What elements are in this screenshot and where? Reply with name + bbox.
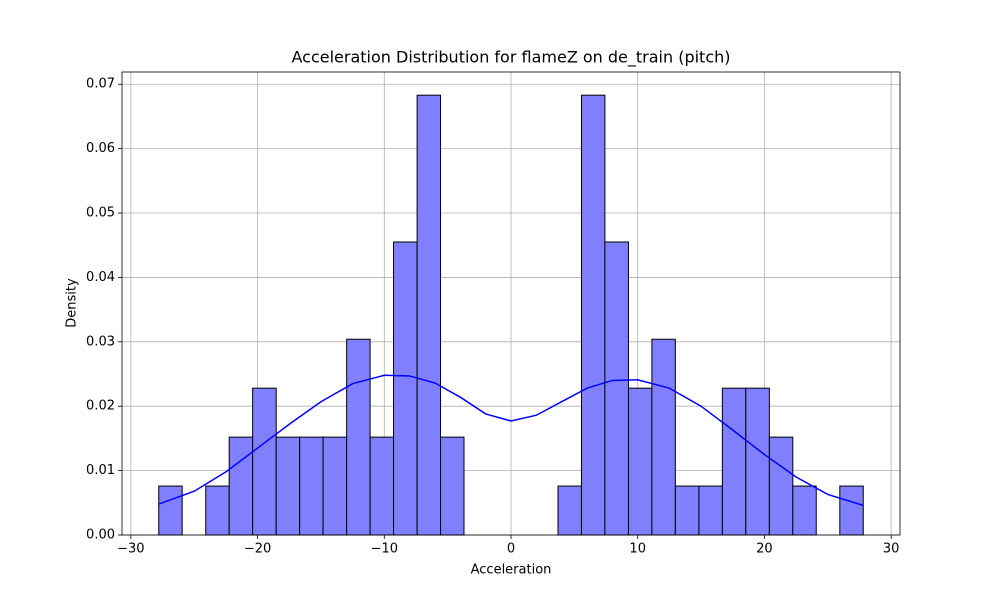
histogram-bar bbox=[745, 387, 770, 536]
x-tick-label: 0 bbox=[507, 542, 515, 557]
y-tick-label: 0.07 bbox=[86, 77, 115, 92]
histogram-bar bbox=[416, 94, 442, 536]
y-tick-label: 0.04 bbox=[86, 270, 115, 285]
y-axis-label: Density bbox=[65, 278, 80, 328]
y-tick-label: 0.00 bbox=[86, 528, 115, 543]
histogram-bar bbox=[299, 436, 324, 536]
x-tick-label: 30 bbox=[883, 542, 900, 557]
histogram-bar bbox=[627, 387, 653, 536]
y-tick-label: 0.03 bbox=[86, 334, 115, 349]
y-tick-label: 0.02 bbox=[86, 399, 115, 414]
y-tick-label: 0.01 bbox=[86, 463, 115, 478]
histogram-bar bbox=[158, 485, 183, 536]
histogram-bar bbox=[393, 241, 418, 536]
y-tick-label: 0.05 bbox=[86, 206, 115, 221]
histogram-bar bbox=[674, 485, 700, 536]
plot-frame bbox=[121, 71, 901, 536]
chart-title: Acceleration Distribution for flameZ on … bbox=[291, 48, 730, 68]
histogram-bar bbox=[275, 436, 301, 536]
histogram-bar bbox=[839, 485, 864, 536]
histogram-bar bbox=[651, 338, 676, 536]
histogram-bar bbox=[580, 94, 606, 536]
histogram-bar bbox=[721, 387, 747, 536]
x-tick-label: 20 bbox=[756, 542, 773, 557]
histogram-bar bbox=[604, 241, 629, 536]
x-axis-label: Acceleration bbox=[471, 563, 552, 578]
x-tick-label: 10 bbox=[629, 542, 646, 557]
histogram-bar bbox=[252, 387, 277, 536]
kde-line bbox=[158, 374, 864, 507]
histogram-bar bbox=[698, 485, 723, 536]
histogram-bar bbox=[440, 436, 465, 536]
histogram-bar bbox=[369, 436, 395, 536]
histogram-bar bbox=[346, 338, 371, 536]
histogram-bar bbox=[322, 436, 348, 536]
histogram-bar bbox=[768, 436, 794, 536]
histogram-bar bbox=[792, 485, 817, 536]
histogram-bar bbox=[557, 485, 582, 536]
y-tick-label: 0.06 bbox=[86, 141, 115, 156]
x-tick-label: −30 bbox=[117, 542, 144, 557]
x-tick-label: −20 bbox=[244, 542, 271, 557]
histogram-bar bbox=[228, 436, 254, 536]
x-tick-label: −10 bbox=[371, 542, 398, 557]
histogram-bar bbox=[205, 485, 230, 536]
